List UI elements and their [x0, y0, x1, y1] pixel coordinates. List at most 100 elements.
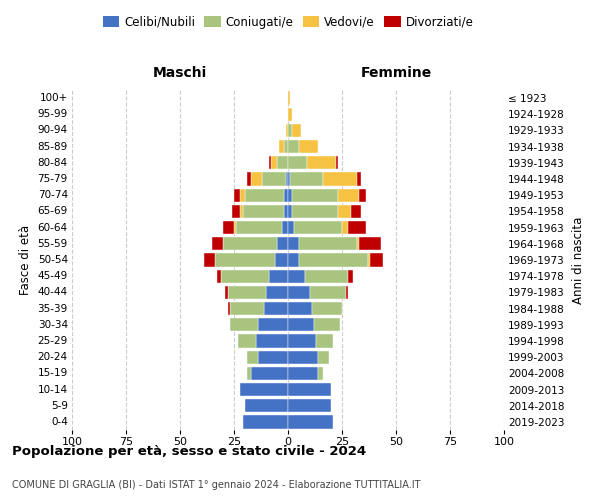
Bar [247, 172, 251, 186]
Bar [305, 270, 349, 283]
Bar [284, 205, 288, 218]
Bar [256, 334, 288, 347]
Bar [316, 334, 334, 347]
Bar [288, 172, 290, 186]
Bar [368, 254, 370, 266]
Bar [292, 188, 338, 202]
Bar [215, 254, 275, 266]
Bar [238, 334, 256, 347]
Bar [299, 237, 357, 250]
Text: Popolazione per età, sesso e stato civile - 2024: Popolazione per età, sesso e stato civil… [12, 444, 366, 458]
Bar [258, 318, 288, 332]
Bar [288, 416, 334, 428]
Bar [288, 221, 295, 234]
Bar [292, 124, 301, 137]
Text: Maschi: Maschi [153, 66, 207, 80]
Bar [223, 221, 234, 234]
Bar [245, 399, 288, 412]
Bar [227, 286, 266, 299]
Bar [292, 205, 338, 218]
Bar [242, 205, 284, 218]
Bar [284, 140, 288, 153]
Bar [271, 156, 277, 170]
Bar [230, 318, 258, 332]
Bar [357, 172, 361, 186]
Bar [288, 156, 307, 170]
Bar [318, 366, 323, 380]
Bar [288, 366, 318, 380]
Bar [284, 188, 288, 202]
Bar [357, 237, 359, 250]
Bar [307, 156, 335, 170]
Bar [258, 350, 288, 364]
Bar [277, 237, 288, 250]
Bar [335, 156, 338, 170]
Bar [204, 254, 215, 266]
Bar [212, 237, 223, 250]
Bar [288, 254, 299, 266]
Bar [299, 254, 368, 266]
Y-axis label: Fasce di età: Fasce di età [19, 225, 32, 295]
Bar [230, 302, 264, 315]
Bar [234, 221, 236, 234]
Bar [288, 124, 292, 137]
Bar [241, 188, 245, 202]
Bar [277, 156, 288, 170]
Bar [247, 350, 258, 364]
Bar [221, 270, 269, 283]
Bar [323, 172, 357, 186]
Bar [269, 156, 271, 170]
Bar [290, 172, 323, 186]
Bar [312, 302, 342, 315]
Bar [247, 366, 251, 380]
Bar [288, 205, 292, 218]
Bar [288, 350, 318, 364]
Bar [241, 383, 288, 396]
Bar [299, 140, 318, 153]
Bar [234, 188, 241, 202]
Bar [288, 270, 305, 283]
Bar [346, 286, 349, 299]
Bar [288, 237, 299, 250]
Bar [342, 221, 349, 234]
Text: COMUNE DI GRAGLIA (BI) - Dati ISTAT 1° gennaio 2024 - Elaborazione TUTTITALIA.IT: COMUNE DI GRAGLIA (BI) - Dati ISTAT 1° g… [12, 480, 421, 490]
Bar [318, 350, 329, 364]
Bar [370, 254, 383, 266]
Bar [288, 92, 290, 104]
Bar [295, 221, 342, 234]
Bar [286, 124, 288, 137]
Bar [251, 366, 288, 380]
Bar [288, 140, 299, 153]
Bar [286, 172, 288, 186]
Bar [227, 302, 230, 315]
Bar [288, 108, 292, 121]
Bar [359, 237, 381, 250]
Bar [288, 383, 331, 396]
Bar [217, 270, 221, 283]
Bar [288, 302, 312, 315]
Bar [350, 205, 361, 218]
Bar [275, 254, 288, 266]
Bar [338, 188, 359, 202]
Bar [236, 221, 281, 234]
Bar [266, 286, 288, 299]
Y-axis label: Anni di nascita: Anni di nascita [572, 216, 585, 304]
Bar [241, 205, 242, 218]
Legend: Celibi/Nubili, Coniugati/e, Vedovi/e, Divorziati/e: Celibi/Nubili, Coniugati/e, Vedovi/e, Di… [98, 11, 478, 34]
Bar [288, 334, 316, 347]
Bar [288, 188, 292, 202]
Bar [262, 172, 286, 186]
Bar [288, 286, 310, 299]
Bar [288, 399, 331, 412]
Bar [288, 318, 314, 332]
Bar [245, 188, 284, 202]
Bar [242, 416, 288, 428]
Bar [251, 172, 262, 186]
Bar [264, 302, 288, 315]
Bar [349, 221, 366, 234]
Bar [232, 205, 241, 218]
Text: Femmine: Femmine [361, 66, 431, 80]
Bar [349, 270, 353, 283]
Bar [359, 188, 366, 202]
Bar [314, 318, 340, 332]
